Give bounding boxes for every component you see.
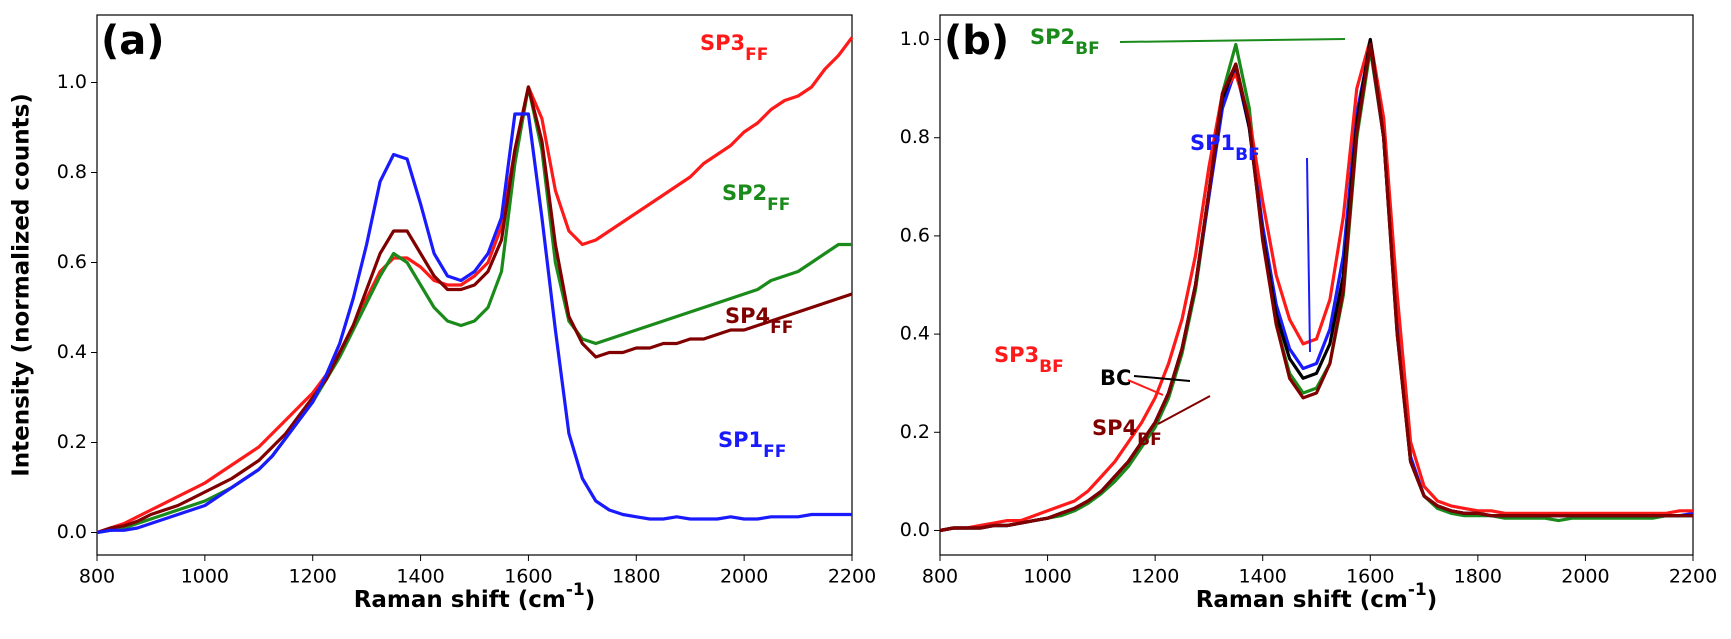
series-label: SP4FF [725,304,793,338]
series-name: SP2 [722,181,767,205]
x-tick-label: 1800 [612,566,660,588]
x-tick-label: 1600 [504,566,552,588]
series-name: SP4 [725,304,770,328]
x-axis-label-part: ) [585,587,596,613]
series-line [939,37,1693,533]
series-label: SP2BF [1030,25,1100,59]
x-tick-label: 1200 [1131,566,1179,588]
y-tick-label: 0.2 [900,421,930,443]
axes-frame [96,14,853,556]
series-label: BC [1100,366,1131,390]
x-axis-label: Raman shift (cm-1) [1196,580,1438,613]
y-tick-label: 1.0 [900,28,930,50]
x-tick-label: 1200 [289,566,337,588]
y-tick-label: 0.2 [57,431,87,453]
y-tick-label: 0.4 [57,341,87,363]
series-line [939,37,1693,533]
x-tick-label: 1000 [181,566,229,588]
axes-frame [939,14,1694,556]
y-tick-label: 0.4 [900,323,930,345]
series-name: SP1 [1190,131,1235,155]
x-axis-label-part: -1 [1408,580,1427,600]
x-axis-label-part: Raman shift (cm [1196,587,1408,613]
x-axis-label-part: -1 [566,580,585,600]
panel: 800 1000 1200 1400 1600 1800 2000 2200 0.0 0.2 0.4… [9,14,876,613]
series-subscript: FF [767,195,790,215]
series-subscript: BF [1075,39,1100,59]
series-label: SP3FF [700,31,768,65]
label-pointer [1127,379,1164,396]
series-name: SP2 [1030,25,1075,49]
series-line [96,112,852,535]
label-pointer [1157,395,1211,425]
series-subscript: FF [770,318,793,338]
panel-label: (b) [944,18,1009,64]
y-tick-label: 1.0 [57,71,87,93]
series-subscript: BF [1039,357,1064,377]
series-label: SP1BF [1190,131,1260,165]
y-tick-label: 0.8 [57,161,87,183]
panel: 800 1000 1200 1400 1600 1800 2000 2200 0.0 0.2 0.4… [900,14,1717,613]
y-tick-label: 0.0 [900,519,930,541]
series-label: SP4BF [1092,416,1162,450]
y-axis-label: Intensity (normalized counts) [9,93,35,477]
x-tick-label: 2000 [720,566,768,588]
series-subscript: FF [763,442,786,462]
series-subscript: BF [1137,430,1162,450]
x-tick-label: 2200 [828,566,876,588]
series-name: BC [1100,366,1131,390]
x-axis-label-part: Raman shift (cm [354,587,566,613]
label-pointer [1119,38,1346,43]
series-name: SP1 [718,428,763,452]
series-line [96,36,854,535]
series-label: SP2FF [722,181,790,215]
series-name: SP3 [994,343,1039,367]
x-axis-label: Raman shift (cm-1) [354,580,596,613]
x-tick-label: 1000 [1023,566,1071,588]
series-name: SP3 [700,31,745,55]
series-line [96,85,853,535]
y-tick-label: 0.8 [900,126,930,148]
series-line [939,42,1693,533]
panel-label: (a) [101,18,165,64]
y-tick-label: 0.0 [57,521,87,543]
x-tick-label: 2200 [1669,566,1717,588]
series-name: SP4 [1092,416,1137,440]
label-pointer [1306,157,1311,353]
x-tick-label: 1800 [1454,566,1502,588]
y-tick-label: 0.6 [57,251,87,273]
x-axis-label-part: ) [1427,587,1438,613]
label-pointer [1133,375,1191,382]
x-tick-label: 800 [79,566,115,588]
series-subscript: FF [745,45,768,65]
x-tick-label: 1600 [1346,566,1394,588]
series-label: SP3BF [994,343,1064,377]
series-subscript: BF [1235,145,1260,165]
x-tick-label: 1400 [1239,566,1287,588]
series-label: SP1FF [718,428,786,462]
x-tick-label: 2000 [1561,566,1609,588]
y-tick-label: 0.6 [900,224,930,246]
series-line [939,42,1693,533]
series-line [939,42,1694,533]
x-tick-label: 800 [922,566,958,588]
x-tick-label: 1400 [396,566,444,588]
